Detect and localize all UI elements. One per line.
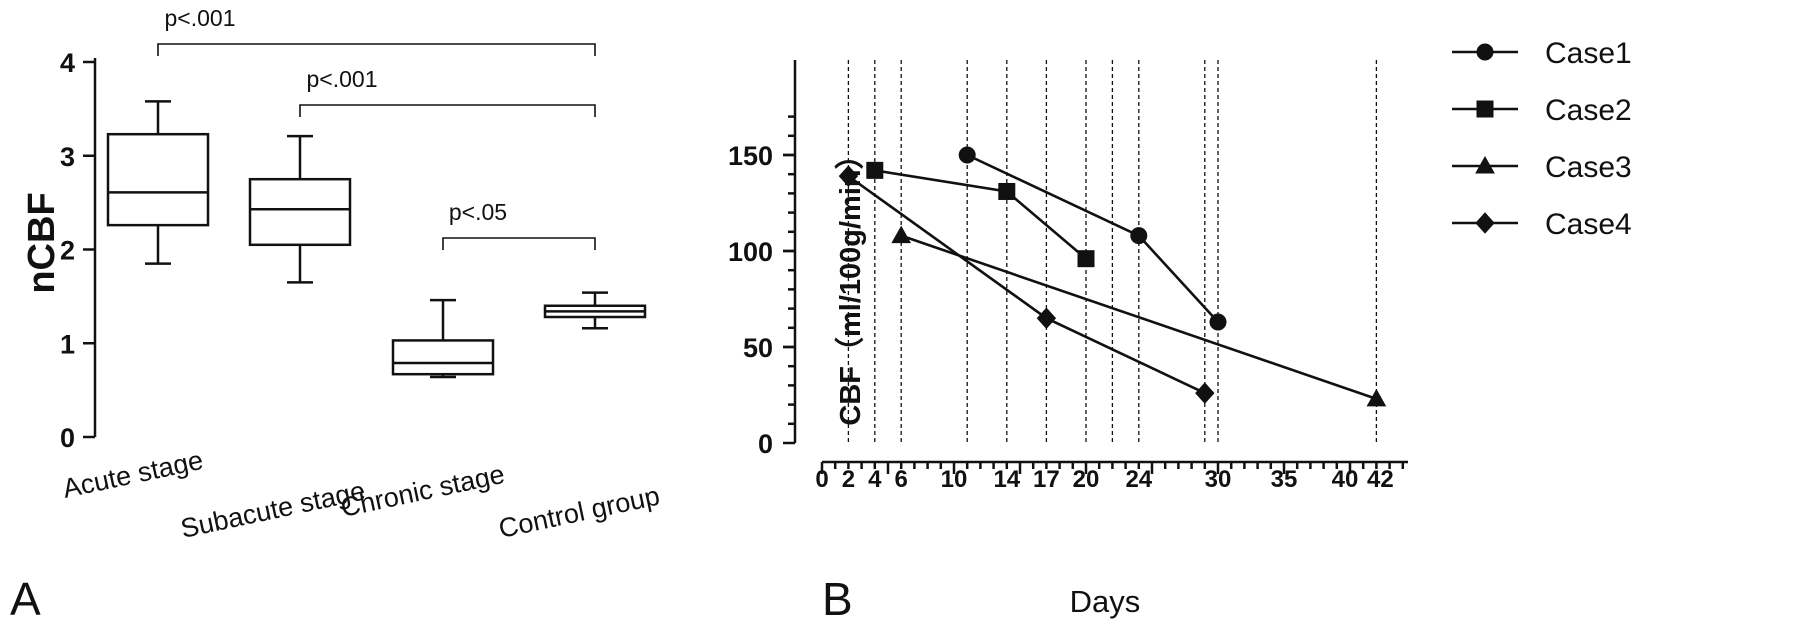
point-marker — [891, 225, 912, 244]
point-marker — [1195, 382, 1215, 404]
bracket-label: p<.001 — [307, 66, 378, 92]
panel-b-x-tick-label: 42 — [1367, 466, 1394, 493]
bracket-line — [299, 104, 596, 117]
panel-a-significance-brackets: p<.001 p<.001 p<.05 — [157, 5, 596, 250]
panel-a-y-axis-label: nCBF — [21, 192, 63, 293]
point-marker — [1077, 250, 1095, 268]
panel-b-label: B — [822, 573, 853, 625]
significance-bracket: p<.001 — [299, 66, 596, 117]
point-marker — [1476, 100, 1494, 118]
panel-a-y-tick-label: 4 — [60, 48, 75, 78]
point-marker — [1475, 155, 1495, 174]
bracket-label: p<.05 — [449, 199, 507, 225]
panel-b-x-tick-label: 6 — [895, 466, 908, 493]
bracket-label: p<.001 — [165, 5, 236, 31]
panel-a-boxes — [106, 100, 647, 379]
series-case2 — [866, 161, 1095, 268]
significance-bracket: p<.001 — [157, 5, 596, 56]
box-0 — [106, 100, 210, 265]
panel-a-label: A — [10, 573, 41, 625]
bracket-line — [442, 237, 596, 250]
point-marker — [1209, 313, 1227, 331]
panel-b-x-tick-label: 35 — [1271, 466, 1298, 493]
category-label: Acute stage — [60, 445, 206, 504]
panel-b-x-tick-label: 14 — [993, 466, 1020, 493]
panel-b-y-tick-label: 50 — [743, 333, 773, 363]
panel-b-x-axis-label: Days — [1070, 584, 1141, 619]
series-case4 — [838, 165, 1215, 404]
significance-bracket: p<.05 — [442, 199, 596, 250]
panel-b-x-tick-label: 30 — [1205, 466, 1232, 493]
legend-label: Case3 — [1545, 151, 1632, 184]
point-marker — [958, 146, 976, 164]
panel-a-boxplot: nCBF A 0 1 2 3 4 p<.001 p<.001 p<.05 Acute sta… — [10, 5, 662, 625]
panel-b-y-axis-label: CBF（ml/100g/min） — [834, 140, 867, 425]
point-marker — [1366, 388, 1387, 407]
panel-b-x-tick-label: 2 — [842, 466, 855, 493]
series-case1 — [958, 146, 1227, 331]
panel-b-y-tick-label: 150 — [728, 141, 773, 171]
point-marker — [1036, 307, 1057, 329]
box-iqr — [106, 132, 210, 227]
point-marker — [1476, 43, 1494, 61]
legend-label: Case2 — [1545, 94, 1632, 127]
panel-b-legend: Case1 Case2 Case3 Case4 — [1452, 37, 1632, 241]
legend-item: Case2 — [1452, 94, 1632, 127]
bracket-line — [157, 43, 596, 56]
panel-a-y-tick-label: 3 — [60, 142, 75, 172]
legend-item: Case3 — [1452, 151, 1632, 184]
panel-a-y-tick-label: 2 — [60, 236, 75, 266]
panel-b-x-tick-label: 0 — [815, 466, 828, 493]
panel-b-x-tick-label: 4 — [868, 466, 882, 493]
series-case3 — [891, 225, 1387, 407]
panel-b-x-tick-label: 10 — [941, 466, 968, 493]
panel-b-series — [838, 146, 1387, 407]
series-line — [966, 153, 1219, 323]
panel-b-x-tick-label: 40 — [1332, 466, 1359, 493]
category-label: Subacute stage — [178, 476, 368, 544]
series-line — [874, 169, 1087, 260]
legend-label: Case4 — [1545, 208, 1632, 241]
panel-b-day-reference-lines — [847, 60, 1378, 443]
point-marker — [1130, 227, 1148, 245]
panel-a-y-tick-label: 0 — [60, 423, 75, 453]
panel-b-y-tick-label: 0 — [758, 429, 773, 459]
box-iqr — [391, 339, 495, 376]
point-marker — [866, 161, 884, 179]
panel-b-x-tick-label: 17 — [1033, 466, 1060, 493]
panel-a-axes: 0 1 2 3 4 — [60, 48, 97, 453]
panel-b-y-tick-label: 100 — [728, 237, 773, 267]
legend-item: Case1 — [1452, 37, 1632, 70]
point-marker — [998, 182, 1016, 200]
panel-a-y-tick-label: 1 — [60, 329, 75, 359]
box-3 — [543, 291, 647, 330]
series-line — [900, 234, 1377, 401]
box-iqr — [248, 177, 352, 247]
point-marker — [838, 165, 859, 187]
panel-b-x-tick-label: 24 — [1125, 466, 1152, 493]
box-1 — [248, 134, 352, 284]
box-2 — [391, 298, 495, 379]
category-label: Chronic stage — [338, 459, 507, 523]
legend-item: Case4 — [1452, 208, 1632, 241]
panel-b-x-tick-label: 20 — [1073, 466, 1100, 493]
category-label: Control group — [496, 481, 662, 544]
legend-label: Case1 — [1545, 37, 1632, 70]
point-marker — [1475, 212, 1495, 234]
